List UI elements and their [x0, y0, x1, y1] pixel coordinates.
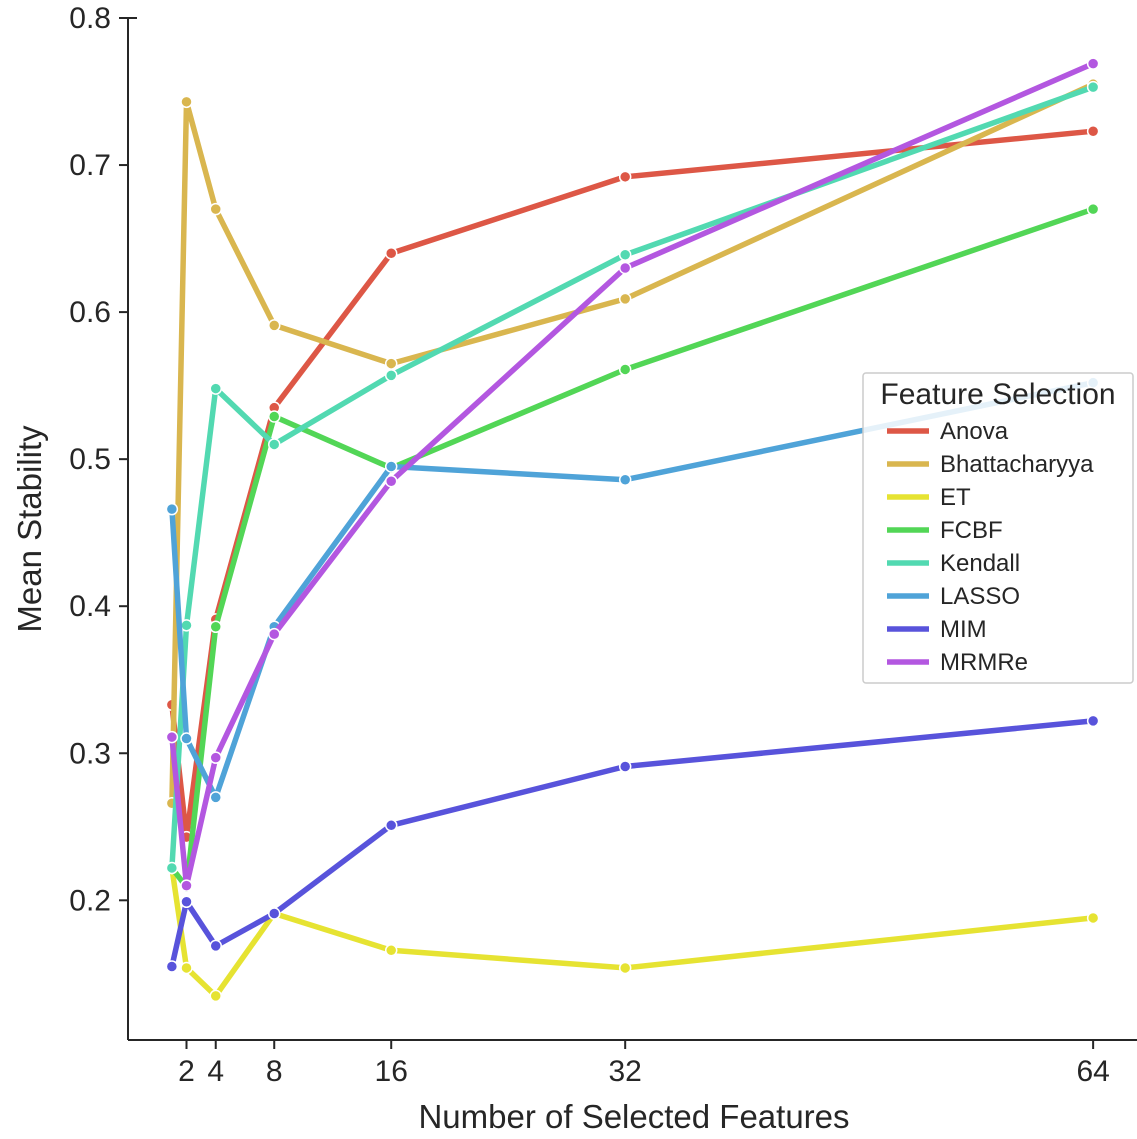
data-point-kendall	[384, 369, 398, 382]
data-point-mim	[165, 960, 179, 973]
data-point-bhattacharyya	[618, 292, 632, 306]
x-tick-label: 8	[266, 1055, 283, 1088]
data-point-bhattacharyya	[209, 202, 222, 216]
legend-item-anova: Anova	[887, 418, 1009, 445]
legend-label: FCBF	[940, 517, 1003, 544]
data-point-et	[384, 944, 398, 957]
data-point-mim	[209, 939, 222, 953]
legend-item-kendall: Kendall	[887, 550, 1020, 577]
x-tick-label: 16	[375, 1055, 408, 1088]
data-point-mrmre	[180, 879, 193, 892]
data-point-et	[180, 961, 193, 975]
legend-item-et: ET	[887, 484, 971, 511]
series-lasso	[165, 376, 1100, 804]
legend-frame	[862, 372, 1134, 684]
y-tick-label: 0.3	[69, 737, 111, 770]
data-point-kendall	[180, 619, 193, 632]
series-lines	[165, 57, 1100, 1003]
data-point-mrmre	[267, 627, 281, 641]
data-point-anova	[1086, 124, 1100, 138]
legend-item-mim: MIM	[887, 616, 987, 643]
x-tick-label: 2	[178, 1055, 195, 1088]
legend-label: ET	[940, 484, 971, 511]
data-point-fcbf	[267, 410, 281, 423]
y-tick-label: 0.8	[69, 2, 111, 35]
data-point-fcbf	[618, 363, 632, 376]
axes: 2 4 8 16 32 64 0.2 0.3 0.4 0.5 0.6 0.7 0.8	[69, 2, 1137, 1088]
data-point-lasso	[165, 502, 179, 516]
data-point-kendall	[267, 438, 281, 451]
data-point-mim	[618, 760, 632, 773]
data-point-bhattacharyya	[267, 319, 281, 332]
legend-label: MRMRe	[940, 649, 1028, 676]
data-point-mrmre	[618, 261, 632, 275]
data-point-kendall	[165, 861, 179, 875]
data-point-mim	[384, 819, 398, 832]
data-point-et	[618, 961, 632, 975]
y-tick-label: 0.7	[69, 149, 111, 182]
legend: Feature Selection Anova Bhattacharyya ET FC…	[862, 372, 1134, 684]
series-line-mim	[169, 718, 1096, 970]
data-point-et	[209, 989, 222, 1003]
legend-item-fcbf: FCBF	[887, 517, 1003, 544]
legend-label: Kendall	[940, 550, 1020, 577]
y-axis-title: Mean Stability	[11, 425, 48, 633]
data-point-et	[1086, 911, 1100, 925]
data-point-bhattacharyya	[180, 95, 193, 109]
data-point-mrmre	[384, 474, 398, 488]
series-et	[165, 861, 1100, 1003]
data-point-lasso	[180, 732, 193, 745]
x-tick-label: 4	[207, 1055, 224, 1088]
legend-title: Feature Selection	[880, 378, 1115, 411]
legend-item-lasso: LASSO	[887, 583, 1020, 610]
legend-items: Anova Bhattacharyya ET FCBF Kendall LASSO MIM M…	[887, 418, 1094, 676]
data-point-mrmre	[165, 730, 179, 744]
legend-item-mrmre: MRMRe	[887, 649, 1028, 676]
data-point-lasso	[618, 473, 632, 486]
data-point-mim	[1086, 714, 1100, 728]
x-axis-title: Number of Selected Features	[418, 1098, 849, 1135]
data-point-mim	[267, 907, 281, 920]
data-point-kendall	[209, 382, 222, 395]
data-point-fcbf	[209, 620, 222, 634]
legend-label: MIM	[940, 616, 987, 643]
y-ticks: 0.2 0.3 0.4 0.5 0.6 0.7 0.8	[69, 2, 128, 917]
data-point-fcbf	[1086, 202, 1100, 216]
data-point-anova	[384, 247, 398, 260]
y-tick-label: 0.6	[69, 296, 111, 329]
series-kendall	[165, 80, 1100, 875]
y-tick-label: 0.4	[69, 590, 111, 623]
y-tick-label: 0.2	[69, 884, 111, 917]
x-tick-label: 64	[1076, 1055, 1109, 1088]
data-point-anova	[618, 170, 632, 184]
data-point-bhattacharyya	[384, 357, 398, 370]
legend-label: LASSO	[940, 583, 1020, 610]
data-point-mim	[180, 895, 193, 909]
data-point-lasso	[209, 791, 222, 804]
data-point-kendall	[618, 248, 632, 262]
data-point-mrmre	[209, 751, 222, 764]
series-mrmre	[165, 57, 1100, 892]
data-point-lasso	[384, 460, 398, 473]
y-tick-label: 0.5	[69, 443, 111, 476]
series-mim	[165, 714, 1100, 973]
x-ticks: 2 4 8 16 32 64	[178, 1040, 1110, 1088]
data-point-kendall	[1086, 80, 1100, 94]
x-tick-label: 32	[609, 1055, 642, 1088]
legend-label: Anova	[940, 418, 1009, 445]
data-point-mrmre	[1086, 57, 1100, 70]
legend-item-bhattacharyya: Bhattacharyya	[887, 451, 1094, 478]
legend-label: Bhattacharyya	[940, 451, 1094, 478]
